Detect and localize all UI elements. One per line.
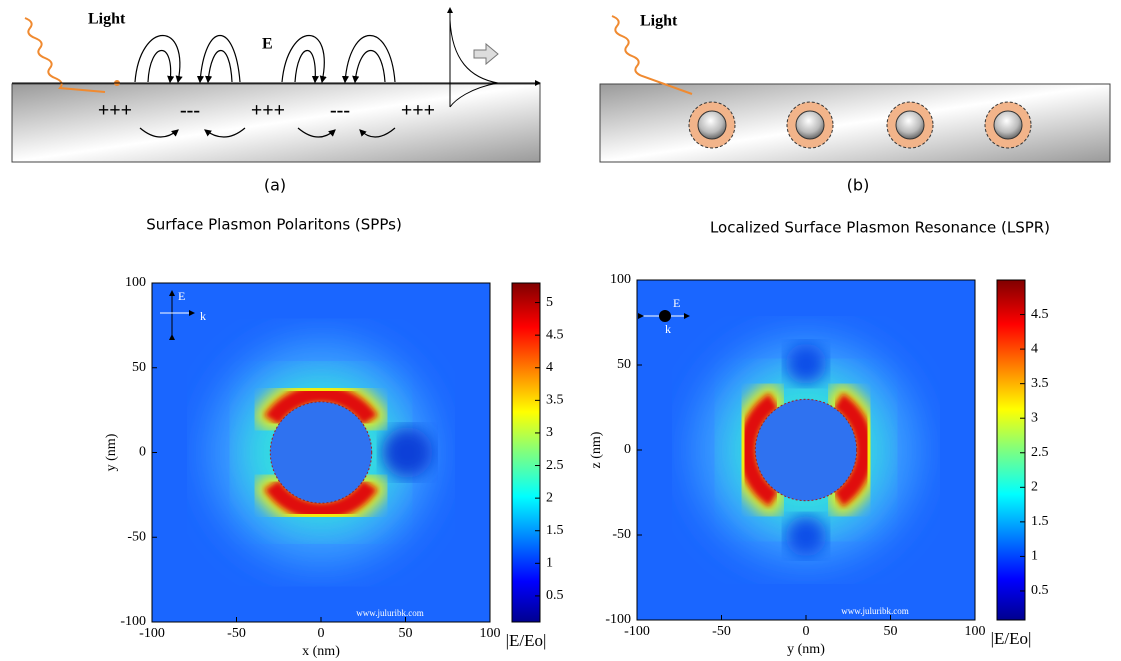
x-axis-label: y (nm) — [787, 642, 825, 657]
light-label: Light — [88, 11, 126, 28]
x-tick-label: 100 — [480, 626, 501, 641]
field-label: E — [262, 36, 273, 53]
x-tick-label: 100 — [965, 624, 986, 639]
heatmap — [637, 280, 975, 620]
field-map: -100 -50 0 50 100 -100 -50 0 50 100 x (nm) y (nm) ww… — [104, 275, 563, 659]
field-profile — [449, 19, 499, 108]
e-label: E — [178, 289, 185, 303]
colorbar-tick-label: 5 — [546, 295, 553, 310]
y-tick-label: -100 — [605, 612, 631, 627]
colorbar-tick-label: 4 — [1031, 341, 1038, 356]
colorbar-tick-label: 0.5 — [546, 588, 564, 603]
k-label: k — [200, 309, 206, 323]
colorbar-tick-label: 2 — [546, 490, 553, 505]
y-tick-label: 50 — [132, 360, 146, 375]
colorbar-tick-label: 1.5 — [1031, 514, 1049, 529]
y-tick-label: -100 — [120, 614, 146, 629]
colorbar-tick-label: 2 — [1031, 480, 1038, 495]
light-ray — [24, 17, 106, 93]
substrate — [599, 83, 1111, 163]
x-tick-label: -50 — [227, 626, 246, 641]
x-tick-label: -50 — [712, 624, 731, 639]
charge: +++ — [251, 100, 285, 122]
hot-zone — [264, 384, 378, 426]
caption: Surface Plasmon Polaritons (SPPs) — [146, 216, 402, 234]
x-tick-label: 0 — [803, 624, 810, 639]
x-tick-label: 0 — [318, 626, 325, 641]
colorbar-tick-label: 3 — [546, 425, 553, 440]
y-tick-label: -50 — [612, 527, 631, 542]
colorbar-label: |E/Eo| — [506, 631, 547, 650]
colorbar-tick-label: 1.5 — [546, 523, 564, 538]
y-tick-label: -50 — [127, 529, 146, 544]
lobe — [785, 515, 827, 557]
colorbar-tick-label: 3.5 — [1031, 376, 1049, 391]
watermark: www.juluribk.com — [356, 608, 423, 618]
k-label: k — [665, 322, 671, 336]
field-map: -100 -50 0 50 100 -100 -50 0 50 100 y (nm) z (nm) ww… — [589, 272, 1048, 657]
lobe — [381, 427, 433, 478]
y-tick-label: 100 — [125, 275, 146, 290]
y-axis-label: y (nm) — [104, 433, 119, 471]
light-ray — [611, 15, 693, 95]
colorbar — [511, 282, 541, 623]
charge: --- — [330, 100, 350, 122]
caption: Localized Surface Plasmon Resonance (LSP… — [710, 219, 1050, 237]
lobe — [785, 343, 827, 385]
colorbar-tick-label: 1 — [546, 556, 553, 571]
colorbar — [996, 279, 1026, 621]
charge: +++ — [98, 100, 132, 122]
y-tick-label: 50 — [617, 357, 631, 372]
panel-label: (b) — [847, 176, 870, 195]
charge: +++ — [401, 100, 435, 122]
x-tick-label: 50 — [884, 624, 898, 639]
propagation-arrow — [473, 42, 499, 66]
hot-zone — [264, 479, 378, 521]
e-label: E — [673, 296, 680, 310]
colorbar-tick-label: 4 — [546, 360, 553, 375]
particle — [269, 401, 373, 504]
panel-b: Light (b) Localized Surface Plasmon Reso… — [599, 13, 1111, 237]
colorbar-label: |E/Eo| — [991, 629, 1032, 648]
x-tick-label: 50 — [399, 626, 413, 641]
panel-a: Light E +++ --- +++ --- +++ (a) Surface Plas… — [11, 7, 541, 234]
light-label: Light — [640, 13, 678, 30]
k-dot — [659, 310, 671, 322]
hot-zone — [738, 393, 780, 507]
colorbar-tick-label: 3.5 — [546, 393, 564, 408]
colorbar-tick-label: 0.5 — [1031, 583, 1049, 598]
x-tick-label: -100 — [624, 624, 650, 639]
metal-slab — [11, 83, 541, 163]
x-tick-label: -100 — [139, 626, 165, 641]
colorbar-tick-label: 4.5 — [546, 327, 564, 342]
colorbar-tick-label: 2.5 — [546, 458, 564, 473]
y-tick-label: 0 — [624, 442, 631, 457]
heatmap — [152, 283, 490, 622]
particle — [754, 398, 858, 502]
colorbar-tick-label: 1 — [1031, 549, 1038, 564]
colorbar-tick-label: 4.5 — [1031, 307, 1049, 322]
nanoparticles — [688, 101, 1032, 149]
colorbar-tick-label: 3 — [1031, 410, 1038, 425]
field-lines — [134, 34, 396, 138]
hot-zone — [832, 393, 874, 507]
panel-label: (a) — [264, 176, 286, 195]
y-tick-label: 100 — [610, 272, 631, 287]
colorbar-tick-label: 2.5 — [1031, 445, 1049, 460]
charge: --- — [180, 100, 200, 122]
x-axis-label: x (nm) — [302, 644, 340, 659]
y-tick-label: 0 — [139, 445, 146, 460]
y-axis-label: z (nm) — [589, 431, 604, 468]
watermark: www.juluribk.com — [841, 606, 908, 616]
